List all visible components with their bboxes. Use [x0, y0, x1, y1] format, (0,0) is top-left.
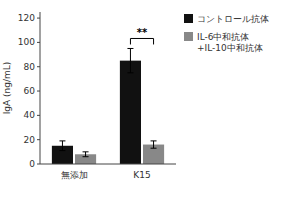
y-tick-label: 40 [24, 110, 36, 120]
y-tick-label: 0 [29, 159, 35, 169]
legend-swatch [184, 32, 193, 41]
error-stem [62, 141, 63, 151]
y-tick-label: 60 [24, 86, 36, 96]
error-cap [127, 48, 133, 49]
y-tick [37, 42, 40, 43]
y-tick-label: 80 [24, 62, 36, 72]
legend-label-line: IL-6中和抗体 [197, 32, 249, 42]
error-bar [59, 141, 65, 151]
y-tick [37, 18, 40, 19]
legend-label: IL-6中和抗体+IL-10中和抗体 [197, 32, 263, 53]
legend-label-line: コントロール抗体 [197, 14, 269, 24]
error-cap [59, 150, 65, 151]
y-axis-line [40, 12, 41, 164]
significance-bracket [130, 38, 153, 44]
y-axis-label: IgA (ng/mL) [2, 62, 12, 115]
y-tick-label: 20 [24, 135, 36, 145]
plot-area [52, 48, 164, 164]
y-tick [37, 139, 40, 140]
error-cap [59, 140, 65, 141]
y-tick [37, 91, 40, 92]
y-tick-label: 100 [18, 37, 35, 47]
legend-label-line: +IL-10中和抗体 [197, 43, 263, 53]
error-cap [151, 148, 157, 149]
legend-swatch [184, 14, 193, 23]
error-stem [153, 141, 154, 148]
error-bar [127, 48, 133, 72]
chart: 0 20 40 60 80 100 120 無添加 K15 IgA (ng/mL) ** コントロール… [0, 0, 285, 200]
error-bar [83, 152, 89, 157]
error-cap [83, 151, 89, 152]
y-tick [37, 115, 40, 116]
annotation: ** [137, 27, 148, 38]
x-axis-line [40, 164, 176, 165]
x-tick-label: 無添加 [61, 170, 88, 180]
legend-label: コントロール抗体 [197, 14, 269, 24]
x-tick-label: K15 [133, 170, 150, 180]
y-tick [37, 66, 40, 67]
error-bar [151, 141, 157, 148]
error-cap [83, 156, 89, 157]
error-stem [85, 152, 86, 157]
y-tick-label: 120 [18, 13, 35, 23]
error-cap [151, 140, 157, 141]
y-tick [37, 164, 40, 165]
error-stem [130, 48, 131, 72]
legend: コントロール抗体 IL-6中和抗体+IL-10中和抗体 [184, 14, 269, 53]
error-cap [127, 72, 133, 73]
bar [120, 61, 141, 164]
